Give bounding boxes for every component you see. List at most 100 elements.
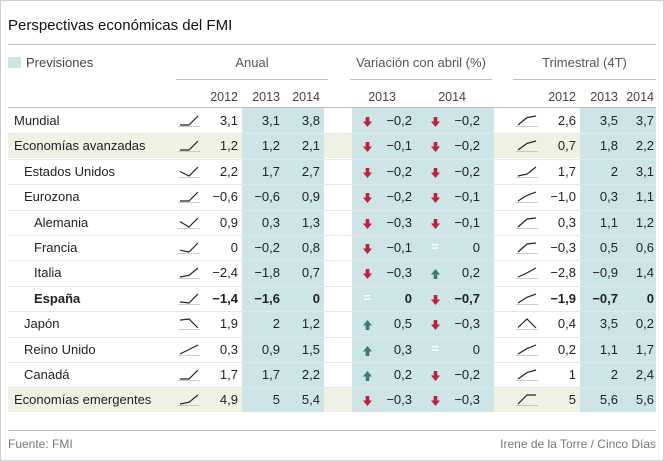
annual-value: 0,9 <box>219 214 238 230</box>
sparkline-annual <box>178 394 200 407</box>
change-value: 0 <box>404 290 412 306</box>
change-value: −0,2 <box>454 113 480 128</box>
group-rule-change <box>350 79 492 80</box>
arrow-shape <box>430 396 441 407</box>
annual-value: 3,1 <box>261 113 280 128</box>
down-arrow-icon <box>362 193 373 204</box>
arrow-shape <box>430 142 441 153</box>
arrow-shape <box>430 117 441 127</box>
annual-value: 1,2 <box>301 316 320 332</box>
annual-value: −0,2 <box>254 240 280 255</box>
group-header-quarterly: Trimestral (4T) <box>542 55 627 70</box>
year-annual-2013: 2013 <box>252 90 280 104</box>
down-arrow-icon <box>362 396 373 407</box>
row-label: Estados Unidos <box>24 163 116 179</box>
sparkline-annual <box>178 267 200 280</box>
title-rule <box>8 44 656 45</box>
sparkline-line <box>517 293 537 304</box>
quarterly-value: 3,7 <box>635 113 654 128</box>
change-value: −0,1 <box>386 138 412 154</box>
credit-note: Irene de la Torre / Cinco Días <box>500 437 656 451</box>
sparkline-line <box>180 369 199 380</box>
chart-title: Perspectivas económicas del FMI <box>8 17 233 34</box>
down-arrow-icon <box>430 218 441 229</box>
annual-value: 0,8 <box>301 240 320 255</box>
arrow-shape <box>430 167 441 178</box>
sparkline-line <box>517 394 536 405</box>
sparkline-annual <box>178 242 200 254</box>
down-arrow-icon <box>430 294 441 305</box>
sparkline-line <box>517 369 537 380</box>
change-value: 0,2 <box>393 367 412 382</box>
row-label: Japón <box>24 316 60 332</box>
sparkline-annual <box>178 191 200 204</box>
down-arrow-icon <box>430 167 441 178</box>
sparkline-line <box>517 191 537 202</box>
down-arrow-icon <box>430 193 441 204</box>
legend-label: Previsiones <box>26 55 94 70</box>
quarterly-value: −0,3 <box>550 240 576 255</box>
quarterly-value: 0,3 <box>599 189 618 205</box>
change-value: −0,2 <box>386 163 412 179</box>
sparkline-quarterly <box>516 216 538 229</box>
quarterly-value: −1,9 <box>550 290 576 306</box>
sparkline-line <box>179 344 199 355</box>
row-label: Economías avanzadas <box>14 138 146 154</box>
legend: Previsiones <box>8 55 93 70</box>
quarterly-value: 2,6 <box>557 113 576 128</box>
change-value: 0 <box>472 240 480 255</box>
annual-value: −1,4 <box>212 290 238 306</box>
change-value: −0,2 <box>454 163 480 179</box>
arrow-shape <box>430 269 441 280</box>
quarterly-value: 1,8 <box>599 138 618 154</box>
forecast-shade-quarterly <box>580 107 656 412</box>
annual-value: −2,4 <box>212 265 238 281</box>
change-value: −0,2 <box>454 138 480 154</box>
row-label: Reino Unido <box>24 341 96 357</box>
annual-value: 2 <box>272 316 280 332</box>
arrow-shape <box>430 294 441 305</box>
quarterly-value: 2,4 <box>635 367 654 382</box>
annual-value: −0,6 <box>212 189 238 205</box>
sparkline-annual <box>178 318 200 331</box>
sparkline-line <box>180 140 199 151</box>
quarterly-value: 2 <box>610 163 618 179</box>
arrow-shape <box>362 193 373 204</box>
up-arrow-icon <box>362 320 373 331</box>
annual-value: 0,9 <box>301 189 320 205</box>
annual-value: 2,2 <box>301 367 320 382</box>
annual-value: 1,3 <box>301 214 320 230</box>
arrow-shape <box>430 320 441 331</box>
annual-value: 1,5 <box>301 341 320 357</box>
annual-value: 1,7 <box>261 367 280 382</box>
sparkline-line <box>179 267 199 278</box>
down-arrow-icon <box>430 320 441 331</box>
annual-value: 0,3 <box>261 214 280 230</box>
row-separator <box>8 158 656 160</box>
change-value: 0,5 <box>393 316 412 332</box>
quarterly-value: −1,0 <box>550 189 576 205</box>
down-arrow-icon <box>362 244 373 254</box>
sparkline-quarterly <box>516 318 538 331</box>
sparkline-line <box>517 140 537 151</box>
row-separator <box>8 387 656 389</box>
sparkline-line <box>517 267 537 278</box>
quarterly-value: 5,6 <box>599 392 618 408</box>
annual-value: 0,9 <box>261 341 280 357</box>
sparkline-line <box>179 394 199 405</box>
up-arrow-icon <box>362 345 373 356</box>
row-separator <box>8 311 656 313</box>
down-arrow-icon <box>362 269 373 280</box>
year-annual-2012: 2012 <box>210 90 238 104</box>
sparkline-annual <box>178 140 200 153</box>
quarterly-value: 5,6 <box>635 392 654 408</box>
down-arrow-icon <box>362 218 373 229</box>
row-label: Mundial <box>14 113 60 128</box>
sparkline-line <box>517 242 537 253</box>
arrow-shape <box>362 142 373 153</box>
sparkline-quarterly <box>516 394 538 407</box>
annual-value: 2,7 <box>301 163 320 179</box>
change-value: 0 <box>472 341 480 357</box>
group-header-change: Variación con abril (%) <box>356 55 486 70</box>
sparkline-line <box>517 216 537 228</box>
